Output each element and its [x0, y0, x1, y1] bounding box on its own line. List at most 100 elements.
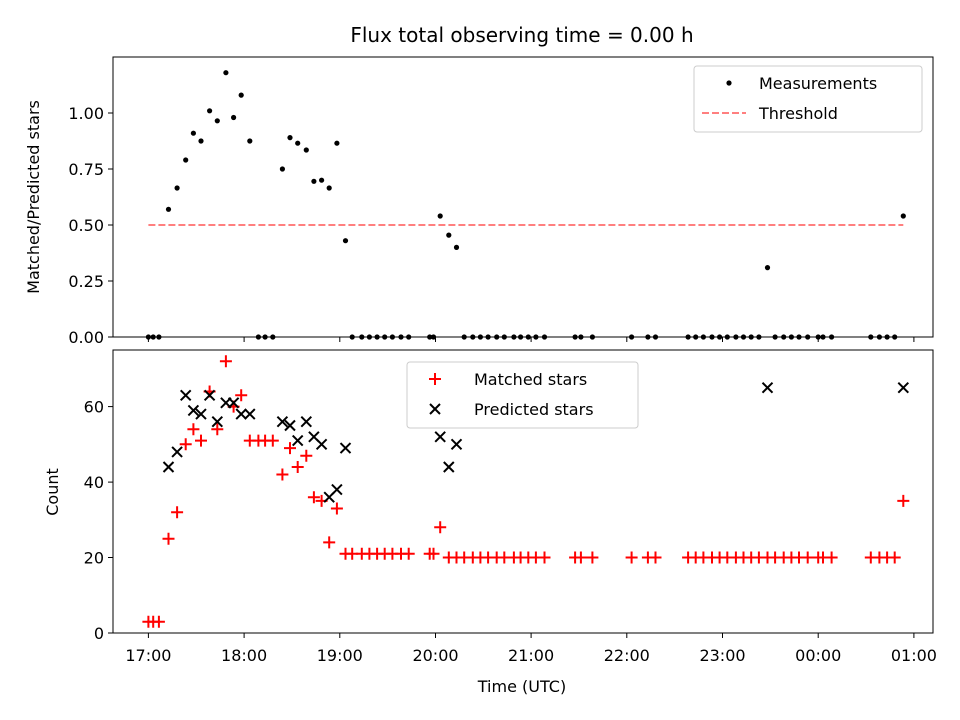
matched-star-point — [825, 551, 838, 564]
bottom-y-axis-label: Count — [43, 468, 62, 516]
matched-star-point — [649, 551, 662, 564]
matched-star-point — [897, 494, 910, 507]
legend-threshold-label: Threshold — [758, 104, 838, 123]
predicted-star-point — [195, 408, 207, 420]
predicted-star-point — [284, 419, 296, 432]
top-y-tick-label: 0.75 — [68, 160, 104, 179]
legend-predicted-marker — [429, 403, 441, 415]
matched-star-point — [574, 551, 587, 564]
chart-title: Flux total observing time = 0.00 h — [350, 23, 693, 47]
measurement-point — [326, 185, 332, 191]
matched-star-point — [284, 442, 296, 455]
predicted-star-point — [187, 404, 200, 417]
x-tick-label: 23:00 — [699, 646, 745, 665]
legend-measurements-marker — [726, 80, 732, 86]
x-tick-label: 00:00 — [795, 646, 841, 665]
measurement-point — [900, 213, 906, 219]
predicted-star-point — [276, 415, 289, 428]
matched-star-point — [300, 449, 313, 462]
top-y-tick-label: 1.00 — [68, 104, 104, 123]
x-axis-label: Time (UTC) — [477, 677, 566, 696]
matched-star-point — [276, 468, 289, 481]
x-tick-label: 22:00 — [604, 646, 650, 665]
predicted-star-point — [244, 408, 256, 420]
measurement-point — [437, 213, 443, 219]
matched-star-point — [888, 551, 901, 564]
measurement-point — [764, 265, 771, 271]
top-axes-frame — [112, 56, 934, 338]
predicted-star-point — [761, 381, 774, 394]
top-marks — [145, 70, 906, 340]
predicted-star-point — [203, 389, 216, 402]
matched-star-point — [402, 547, 415, 560]
matched-star-point — [171, 506, 184, 519]
matched-star-point — [307, 491, 320, 504]
matched-star-point — [427, 547, 440, 560]
measurement-point — [231, 114, 237, 121]
predicted-star-point — [162, 461, 175, 473]
matched-star-point — [219, 355, 232, 368]
predicted-star-point — [434, 431, 446, 443]
predicted-star-point — [450, 438, 463, 451]
matched-star-point — [152, 615, 165, 628]
predicted-star-point — [315, 438, 328, 451]
measurement-point — [295, 140, 301, 146]
bottom-y-tick-label: 20 — [84, 549, 104, 568]
matched-star-point — [801, 551, 814, 564]
top-y-tick-label: 0.25 — [68, 272, 104, 291]
matched-star-point — [179, 438, 192, 451]
measurement-point — [207, 108, 213, 114]
top-panel: 0.00 0.25 0.50 0.75 1.00 Matched/Predicted s… — [24, 56, 934, 347]
measurement-point — [319, 177, 325, 183]
predicted-star-point — [339, 442, 352, 454]
bottom-y-tick-label: 60 — [84, 398, 104, 417]
bottom-legend: Matched stars Predicted stars — [406, 361, 639, 429]
legend-measurements-label: Measurements — [759, 74, 877, 93]
measurement-point — [165, 206, 172, 212]
x-tick-label: 17:00 — [125, 646, 171, 665]
predicted-star-point — [291, 434, 304, 447]
matched-star-point — [434, 521, 447, 534]
measurement-point — [190, 130, 196, 136]
matched-star-point — [538, 551, 551, 564]
top-legend: Measurements Threshold — [693, 65, 923, 133]
x-tick-label: 21:00 — [508, 646, 554, 665]
top-y-axis-label: Matched/Predicted stars — [24, 100, 43, 294]
measurement-point — [303, 147, 309, 153]
matched-star-point — [266, 434, 279, 447]
measurement-point — [174, 185, 180, 191]
matched-star-point — [187, 423, 200, 436]
bottom-panel: 0 20 40 60 17:00 18:00 19:00 20:00 21:00 22:00 23… — [43, 349, 937, 696]
bottom-x-ticks: 17:00 18:00 19:00 20:00 21:00 22:00 23:00 00:00… — [125, 633, 937, 665]
measurement-point — [311, 178, 317, 184]
measurement-point — [279, 166, 285, 172]
measurement-point — [446, 232, 452, 238]
matched-star-point — [625, 551, 638, 564]
measurement-point — [238, 92, 244, 98]
measurement-point — [198, 138, 204, 144]
top-y-tick-label: 0.50 — [68, 216, 104, 235]
bottom-y-tick-label: 40 — [84, 473, 104, 492]
legend-predicted-label: Predicted stars — [474, 400, 594, 419]
predicted-star-point — [331, 483, 343, 496]
measurement-point — [342, 238, 349, 244]
x-tick-label: 20:00 — [412, 646, 458, 665]
bottom-legend-frame — [406, 361, 639, 429]
measurement-point — [223, 70, 229, 76]
measurement-point — [287, 135, 293, 141]
matched-star-point — [330, 502, 343, 515]
top-y-tick-label: 0.00 — [68, 328, 104, 347]
matched-star-point — [291, 461, 304, 473]
predicted-star-point — [897, 381, 910, 394]
matched-star-point — [195, 434, 207, 447]
top-y-ticks: 0.00 0.25 0.50 0.75 1.00 — [68, 104, 113, 347]
predicted-star-point — [171, 446, 183, 458]
measurement-point — [214, 118, 220, 124]
top-x-ticks — [147, 337, 915, 342]
bottom-y-tick-label: 0 — [94, 624, 104, 643]
predicted-star-point — [235, 408, 247, 420]
predicted-star-point — [179, 389, 192, 402]
bottom-marks — [142, 355, 910, 628]
legend-matched-marker — [429, 373, 441, 385]
top-legend-frame — [693, 65, 923, 133]
